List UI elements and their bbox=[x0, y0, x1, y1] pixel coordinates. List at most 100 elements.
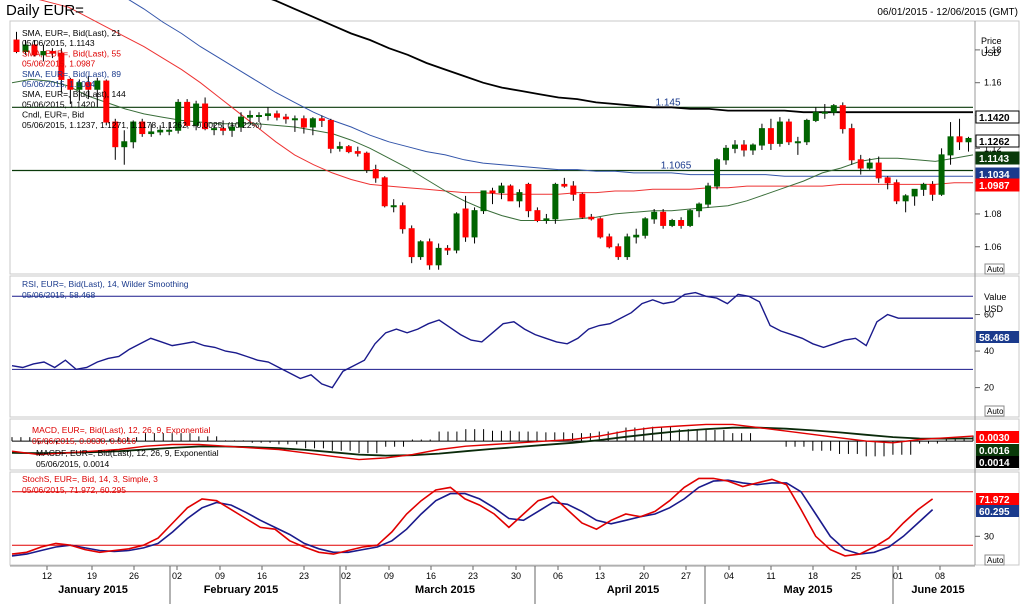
candle-body bbox=[103, 80, 110, 123]
candle-body bbox=[238, 116, 245, 128]
candle-body bbox=[94, 80, 101, 90]
candle-body bbox=[821, 111, 828, 114]
candle-body bbox=[606, 236, 613, 248]
price-tag bbox=[975, 134, 1020, 148]
candle-body bbox=[453, 213, 460, 251]
candle-body bbox=[543, 218, 550, 222]
x-tick-label: 11 bbox=[766, 571, 775, 581]
rsi-layer bbox=[11, 291, 973, 389]
macd-tag-label: 0.0014 bbox=[979, 458, 1010, 469]
candle-body bbox=[669, 220, 676, 226]
candle-body bbox=[399, 205, 406, 230]
candle-body bbox=[633, 234, 640, 238]
price-tag-label: 1.1143 bbox=[979, 154, 1009, 165]
rsi-tick-label: 20 bbox=[984, 383, 994, 393]
candle-body bbox=[552, 183, 559, 220]
candle-body bbox=[157, 129, 164, 133]
candle-body bbox=[318, 118, 325, 121]
candle-body bbox=[929, 183, 936, 195]
candle-body bbox=[839, 105, 846, 130]
candle-body bbox=[247, 115, 254, 118]
x-tick-label: 16 bbox=[257, 571, 267, 581]
candle-body bbox=[731, 144, 738, 149]
price-legend-line: Cndl, EUR=, Bid bbox=[22, 110, 84, 120]
x-tick-label: 20 bbox=[639, 571, 649, 581]
candle-body bbox=[588, 216, 595, 220]
rsi-tick-label: 60 bbox=[984, 310, 994, 320]
price-tag bbox=[975, 151, 1020, 165]
x-tick-label: 16 bbox=[426, 571, 436, 581]
stoch-panel-frame bbox=[9, 471, 1020, 566]
macd-legend-line: MACDF, EUR=, Bid(Last), 12, 26, 9, Expon… bbox=[36, 448, 219, 458]
month-label: June 2015 bbox=[911, 584, 964, 596]
candle-body bbox=[444, 247, 451, 251]
candle-body bbox=[220, 128, 227, 131]
candle-body bbox=[696, 203, 703, 212]
price-panel-frame bbox=[9, 20, 1020, 275]
date-range: 06/01/2015 - 12/06/2015 (GMT) bbox=[877, 7, 1018, 18]
candle-body bbox=[947, 136, 954, 156]
auto-button[interactable] bbox=[984, 554, 1005, 566]
candle-body bbox=[965, 137, 972, 143]
price-legend-line: SMA, EUR=, Bid(Last), 89 bbox=[22, 69, 121, 79]
price-tag-label: 1.1420 bbox=[979, 113, 1010, 124]
candle-body bbox=[498, 185, 505, 194]
candle-body bbox=[390, 205, 397, 208]
candle-body bbox=[148, 131, 155, 135]
rsi-panel-frame bbox=[9, 275, 1020, 418]
x-tick-label: 09 bbox=[384, 571, 394, 581]
price-tag-label: 1.0987 bbox=[979, 181, 1010, 192]
x-tick-label: 01 bbox=[893, 571, 903, 581]
candle-body bbox=[363, 152, 370, 171]
candle-body bbox=[336, 146, 343, 149]
candle-body bbox=[848, 128, 855, 161]
axes-layer: 1.181.161.141.121.101.081.06PriceUSD1.14… bbox=[10, 36, 1020, 604]
rsi-tick-label: 40 bbox=[984, 346, 994, 356]
candle-body bbox=[516, 192, 523, 202]
price-tick-label: 1.06 bbox=[984, 242, 1002, 252]
candle-body bbox=[184, 101, 191, 126]
candle-body bbox=[22, 44, 29, 53]
price-legend-line: 05/06/2015, 1.0987 bbox=[22, 59, 96, 69]
stoch-legend-line: StochS, EUR=, Bid, 14, 3, Simple, 3 bbox=[22, 474, 158, 484]
auto-button[interactable] bbox=[984, 263, 1005, 275]
price-axis-title: Price bbox=[981, 36, 1002, 46]
candle-body bbox=[139, 121, 146, 135]
candle-body bbox=[417, 241, 424, 258]
auto-button[interactable] bbox=[984, 405, 1005, 417]
candle-body bbox=[489, 190, 496, 194]
candle-body bbox=[435, 247, 442, 266]
candle-body bbox=[615, 246, 622, 258]
reference-line-label: 1.1065 bbox=[661, 160, 692, 171]
candle-body bbox=[830, 105, 837, 113]
candle-body bbox=[570, 185, 577, 195]
candle-body bbox=[902, 195, 909, 202]
candle-body bbox=[920, 183, 927, 190]
candle-body bbox=[327, 119, 334, 149]
candle-body bbox=[651, 211, 658, 220]
candle-body bbox=[255, 115, 262, 118]
rsi-line bbox=[11, 291, 973, 389]
candle-body bbox=[812, 111, 819, 121]
candle-body bbox=[561, 183, 568, 187]
candle-body bbox=[67, 78, 74, 90]
stoch-k-line bbox=[11, 477, 934, 557]
candle-body bbox=[705, 185, 712, 205]
candle-body bbox=[300, 118, 307, 128]
sma-21-line bbox=[11, 78, 974, 221]
candle-body bbox=[76, 82, 83, 90]
price-legend-line: 05/06/2015, 1.1420 bbox=[22, 99, 96, 109]
candle-body bbox=[723, 147, 730, 161]
candle-body bbox=[40, 51, 47, 56]
candle-body bbox=[803, 119, 810, 143]
x-tick-label: 12 bbox=[42, 571, 52, 581]
candle-body bbox=[471, 210, 478, 238]
candle-body bbox=[462, 208, 469, 238]
rsi-axis-unit: USD bbox=[984, 304, 1004, 314]
x-tick-label: 26 bbox=[129, 571, 139, 581]
candle-body bbox=[911, 188, 918, 197]
candle-body bbox=[345, 146, 352, 153]
candle-body bbox=[525, 183, 532, 212]
candle-body bbox=[785, 121, 792, 143]
